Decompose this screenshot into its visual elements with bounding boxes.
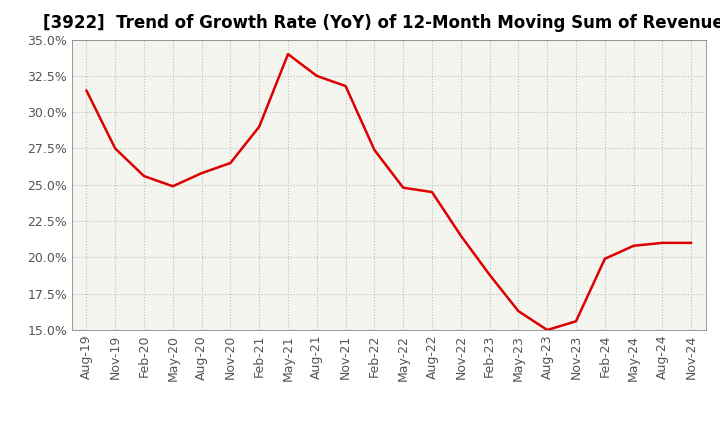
Title: [3922]  Trend of Growth Rate (YoY) of 12-Month Moving Sum of Revenues: [3922] Trend of Growth Rate (YoY) of 12-… — [43, 15, 720, 33]
